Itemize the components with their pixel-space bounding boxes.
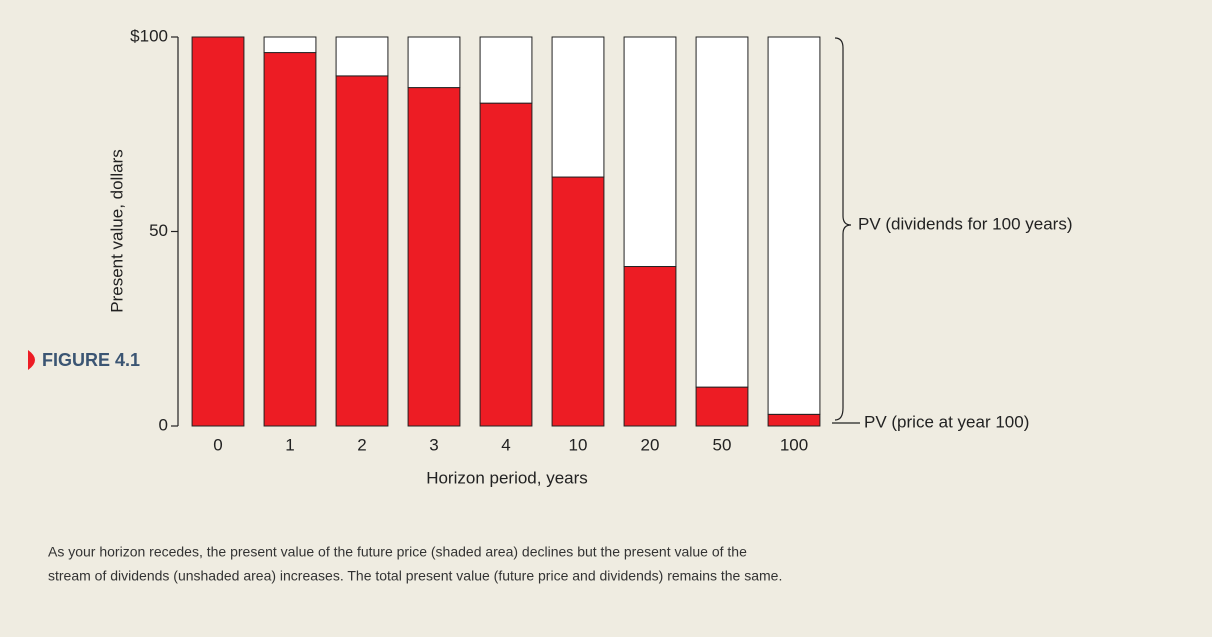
bar-segment xyxy=(767,36,821,415)
bar-segment xyxy=(335,75,389,427)
x-tick-label: 20 xyxy=(641,435,660,454)
annotation: PV (dividends for 100 years) xyxy=(858,214,1073,233)
bar-segment xyxy=(695,36,749,388)
x-tick-label: 10 xyxy=(569,435,588,454)
y-tick-label: 0 xyxy=(159,415,168,434)
y-tick-label: 50 xyxy=(149,221,168,240)
bar-segment xyxy=(479,102,533,427)
figure-label: FIGURE 4.1 xyxy=(42,350,140,370)
bar-segment xyxy=(623,266,677,427)
x-tick-label: 0 xyxy=(213,435,222,454)
y-tick-label: $100 xyxy=(130,26,168,45)
bar-segment xyxy=(767,413,821,427)
y-axis-label: Present value, dollars xyxy=(107,149,126,312)
bar-segment xyxy=(407,87,461,427)
x-axis-label: Horizon period, years xyxy=(426,468,588,487)
x-tick-label: 4 xyxy=(501,435,510,454)
brace xyxy=(834,37,852,421)
x-tick-label: 100 xyxy=(780,435,808,454)
bar-segment xyxy=(263,36,317,54)
caption: As your horizon recedes, the present val… xyxy=(48,544,747,560)
bar-segment xyxy=(407,36,461,89)
bar-segment xyxy=(263,52,317,427)
figure-marker xyxy=(28,350,35,370)
bar-segment xyxy=(551,36,605,178)
bar-segment xyxy=(695,386,749,427)
annotation: PV (price at year 100) xyxy=(864,412,1029,431)
bar-segment xyxy=(335,36,389,77)
x-tick-label: 3 xyxy=(429,435,438,454)
bar-segment xyxy=(191,36,245,427)
bar-segment xyxy=(551,176,605,427)
caption: stream of dividends (unshaded area) incr… xyxy=(48,568,782,584)
x-tick-label: 2 xyxy=(357,435,366,454)
bar-segment xyxy=(623,36,677,268)
x-tick-label: 1 xyxy=(285,435,294,454)
x-tick-label: 50 xyxy=(713,435,732,454)
bar-segment xyxy=(479,36,533,104)
